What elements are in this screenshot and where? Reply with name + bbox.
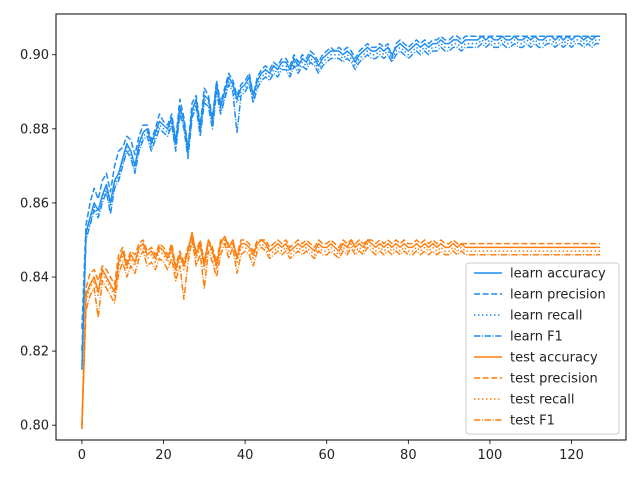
y-tick-label: 0.90 — [20, 48, 49, 63]
x-tick-label: 120 — [559, 448, 584, 463]
x-tick-label: 80 — [400, 448, 417, 463]
legend-label-test-accuracy: test accuracy — [510, 351, 598, 366]
series-line-learn-recall — [81, 39, 601, 370]
plot-frame — [55, 13, 627, 441]
series-line-test-accuracy — [81, 231, 601, 429]
legend: learn accuracy learn precision learn recal… — [465, 262, 620, 435]
legend-label-test-recall: test recall — [510, 393, 575, 408]
y-tick-label: 0.80 — [20, 419, 49, 434]
legend-box — [465, 262, 620, 435]
x-tick-label: 0 — [78, 448, 86, 463]
y-tick-label: 0.88 — [20, 122, 49, 137]
series-line-test-recall — [81, 235, 601, 429]
series-line-learn-f1 — [81, 42, 601, 352]
legend-label-learn-recall: learn recall — [510, 309, 582, 324]
x-tick-label: 60 — [318, 448, 335, 463]
x-tick-label: 20 — [155, 448, 172, 463]
x-tick-label: 100 — [478, 448, 503, 463]
series-line-learn-precision — [81, 35, 601, 329]
series-line-test-f1 — [81, 239, 601, 426]
legend-label-test-f1: test F1 — [510, 414, 555, 429]
x-tick-label: 40 — [237, 448, 254, 463]
legend-label-learn-f1: learn F1 — [510, 330, 563, 345]
y-tick-label: 0.84 — [20, 271, 49, 286]
series-layer — [81, 35, 601, 429]
legend-label-learn-accuracy: learn accuracy — [510, 267, 606, 282]
legend-label-test-precision: test precision — [510, 372, 598, 387]
x-axis: 0 20 40 60 80 100 120 — [78, 440, 584, 463]
y-tick-label: 0.82 — [20, 345, 49, 360]
y-tick-label: 0.86 — [20, 196, 49, 211]
y-axis: 0.80 0.82 0.84 0.86 0.88 0.90 — [20, 48, 56, 434]
series-line-test-precision — [81, 235, 601, 426]
legend-label-learn-precision: learn precision — [510, 288, 606, 303]
